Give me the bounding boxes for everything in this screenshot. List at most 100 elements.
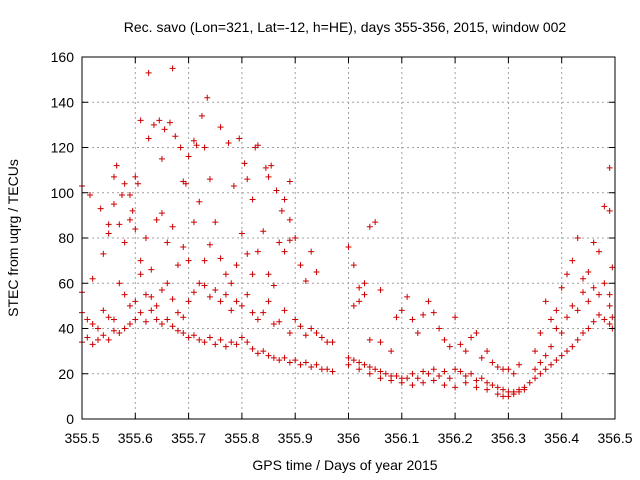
- data-point: [329, 339, 336, 346]
- data-point: [145, 135, 152, 142]
- data-point: [196, 280, 203, 287]
- data-point: [238, 230, 245, 237]
- data-point: [500, 393, 507, 400]
- data-point: [132, 173, 139, 180]
- data-point: [356, 359, 363, 366]
- data-point: [206, 334, 213, 341]
- data-point: [302, 277, 309, 284]
- data-point: [292, 235, 299, 241]
- data-point: [596, 311, 603, 318]
- data-point: [457, 368, 464, 375]
- data-point: [249, 309, 256, 316]
- data-point: [233, 262, 240, 269]
- data-point: [238, 302, 245, 309]
- data-point: [441, 382, 448, 389]
- y-tick-labels: 0 20 40 60 80 100 120 140 160: [51, 49, 75, 427]
- data-point: [110, 316, 117, 323]
- x-tick-label: 356.3: [491, 430, 526, 446]
- data-point: [462, 373, 469, 380]
- data-point: [169, 65, 176, 72]
- data-point: [377, 339, 384, 346]
- y-tick-label: 100: [51, 185, 75, 201]
- data-point: [345, 361, 352, 368]
- data-point: [478, 354, 485, 361]
- data-point: [372, 219, 379, 226]
- x-axis-label: GPS time / Days of year 2015: [252, 457, 437, 473]
- data-point: [217, 124, 224, 131]
- data-point: [286, 178, 293, 185]
- data-point: [350, 302, 357, 309]
- data-point: [372, 366, 379, 373]
- data-point: [244, 291, 251, 298]
- data-point: [430, 309, 437, 316]
- data-point: [254, 142, 261, 149]
- data-point: [596, 248, 603, 255]
- data-point: [196, 336, 203, 343]
- data-point: [452, 384, 459, 391]
- data-point: [473, 384, 480, 391]
- data-point: [190, 332, 197, 339]
- data-point: [190, 219, 197, 226]
- data-point: [542, 366, 549, 373]
- data-point: [393, 373, 400, 380]
- data-point: [393, 314, 400, 321]
- data-point: [361, 361, 368, 368]
- data-point: [116, 280, 123, 287]
- data-point: [121, 239, 128, 246]
- data-point: [201, 257, 208, 264]
- x-tick-label: 356.4: [544, 430, 579, 446]
- data-point: [452, 314, 459, 321]
- data-point: [569, 343, 576, 350]
- x-tick-labels: 355.5 355.6 355.7 355.8 355.9 356 356.1 356.2 35…: [64, 430, 632, 446]
- data-point: [548, 343, 555, 350]
- data-point: [308, 363, 315, 370]
- data-point: [409, 382, 416, 389]
- data-point: [484, 379, 491, 386]
- data-point: [516, 361, 523, 368]
- data-point: [185, 153, 192, 160]
- data-point: [420, 379, 427, 386]
- data-point: [217, 336, 224, 343]
- data-point: [281, 354, 288, 361]
- data-point: [462, 379, 469, 386]
- data-point: [286, 359, 293, 366]
- data-point: [609, 314, 616, 321]
- data-point: [590, 284, 597, 291]
- data-point: [276, 357, 283, 364]
- data-point: [137, 271, 144, 278]
- y-tick-label: 60: [58, 275, 74, 291]
- data-point: [241, 160, 248, 167]
- data-point: [590, 318, 597, 325]
- data-point: [105, 314, 112, 321]
- data-point: [473, 377, 480, 384]
- data-point: [225, 139, 232, 146]
- data-point: [262, 164, 269, 171]
- data-point: [553, 325, 560, 332]
- data-point: [113, 162, 120, 169]
- data-point: [233, 341, 240, 348]
- data-point: [265, 352, 272, 359]
- data-point: [500, 386, 507, 393]
- data-point: [590, 239, 597, 246]
- data-point: [174, 327, 181, 334]
- data-point: [500, 366, 507, 373]
- data-point: [270, 282, 277, 289]
- data-point: [420, 311, 427, 318]
- data-point: [580, 289, 587, 296]
- data-point: [324, 366, 331, 373]
- data-point: [356, 298, 363, 305]
- data-point: [606, 207, 613, 214]
- data-point: [430, 377, 437, 384]
- data-point: [217, 255, 224, 262]
- data-point: [558, 352, 565, 359]
- data-point: [134, 180, 141, 187]
- data-point: [580, 275, 587, 282]
- data-point: [278, 207, 285, 214]
- data-point: [441, 336, 448, 343]
- data-point: [273, 187, 280, 194]
- y-tick-label: 160: [51, 49, 75, 65]
- data-point: [132, 298, 139, 305]
- data-point: [110, 327, 117, 334]
- data-point: [196, 198, 203, 205]
